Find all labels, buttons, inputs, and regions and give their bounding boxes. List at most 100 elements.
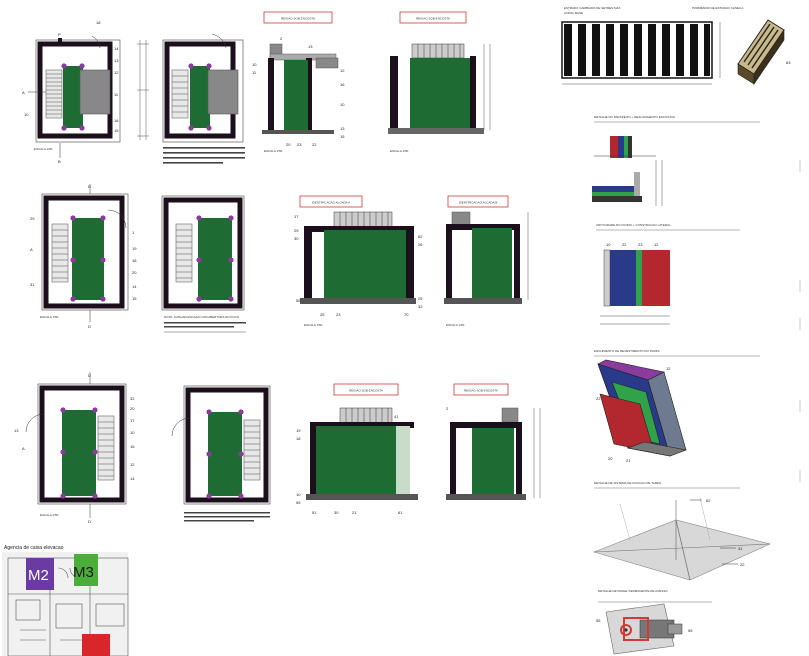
scale-label-f: ESCALA 1/50 bbox=[446, 323, 465, 327]
detail4-title: DETALHE DE SISTEMA DE FIXACAO DE TAMPA bbox=[594, 481, 661, 485]
section-title-c: IDENTIFICACAO ALCADA A bbox=[312, 201, 350, 205]
zone-m3 bbox=[74, 554, 98, 586]
plan-4-stair-left: NOTA: ALINHAR ESCADA COM ABERTURA DO POC… bbox=[161, 195, 246, 333]
dimension-line-vertical bbox=[137, 40, 149, 140]
callout-18c: 18 bbox=[296, 436, 301, 441]
key-m2-label: M2 bbox=[28, 567, 49, 584]
callout-a2: A bbox=[30, 247, 33, 252]
callout-62b: 62 bbox=[706, 498, 711, 503]
callout-19b: 19 bbox=[296, 428, 301, 433]
callout-29b: 29 bbox=[294, 228, 299, 233]
callout-61: 61 bbox=[398, 510, 403, 515]
callout-11: 11 bbox=[114, 92, 119, 97]
iso-title: PORMENOR DE ESTRADO CANECA bbox=[692, 6, 743, 10]
callout-11b: 11 bbox=[252, 70, 257, 75]
section-1-front: REGIAO SOB ENCOSTA ESCALA 1/50 bbox=[388, 11, 491, 153]
detail-isometric-layers: ENCHIMENTO DE REVESTIMENTO DO TAMPA 12 2… bbox=[594, 349, 760, 463]
detail5-title: DETALHE DE PAINEL PERMANENTE DE ACESSO bbox=[598, 589, 668, 593]
callout-62: 62 bbox=[418, 234, 423, 239]
callout-17: 17 bbox=[294, 214, 299, 219]
note-text-block bbox=[163, 147, 245, 164]
callout-32b: 32 bbox=[130, 396, 135, 401]
scale-label-b: ESCALA 1/50 bbox=[264, 149, 283, 153]
callout-10f: 10 bbox=[606, 242, 611, 247]
plan-2-stair-left bbox=[162, 33, 245, 164]
callout-d: D bbox=[88, 184, 91, 189]
section-2-front: IDENTIFICACAO ALCADA B ESCALA 1/50 bbox=[444, 195, 529, 327]
callout-18: 18 bbox=[96, 20, 101, 25]
callout-25: 25 bbox=[418, 296, 423, 301]
plan-5-stair-right: D D 13 A 32 20 17 10 16 12 14 ESCALA 1/5… bbox=[14, 372, 135, 524]
callout-63: 63 bbox=[786, 60, 791, 65]
detail3-title: ENCHIMENTO DE REVESTIMENTO DO TAMPA bbox=[594, 349, 660, 353]
callout-55c: 55 bbox=[596, 618, 601, 623]
scale-label-g: ESCALA 1/50 bbox=[40, 513, 59, 517]
callout-51: 51 bbox=[312, 510, 317, 515]
scale-label-d: ESCALA 1/50 bbox=[40, 315, 59, 319]
callout-14: 14 bbox=[114, 46, 119, 51]
callout-10b: 10 bbox=[252, 62, 257, 67]
callout-1: 1 bbox=[132, 230, 135, 235]
section-3-side: REGIAO SOB ENCOSTA 41 19 18 10 55 51 30 … bbox=[296, 383, 418, 515]
callout-31b: 31 bbox=[738, 546, 743, 551]
grate-isometric: PORMENOR DE ESTRADO CANECA 63 bbox=[692, 6, 791, 85]
callout-55b: 55 bbox=[296, 500, 301, 505]
callout-16: 16 bbox=[114, 118, 119, 123]
callout-13d: 13 bbox=[14, 428, 19, 433]
callout-21: 21 bbox=[352, 510, 357, 515]
callout-10e: 10 bbox=[296, 492, 301, 497]
callout-31: 31 bbox=[30, 282, 35, 287]
detail-parapet: DETALHE DO PARAPEITO + DESLIGAMENTO ENCO… bbox=[592, 115, 760, 206]
scale-label-e: ESCALA 1/50 bbox=[304, 323, 323, 327]
callout-15c: 15 bbox=[132, 296, 137, 301]
callout-12d: 12 bbox=[654, 242, 659, 247]
callout-23: 23 bbox=[297, 142, 302, 147]
callout-22d: 22 bbox=[740, 562, 745, 567]
callout-d4: D bbox=[88, 519, 91, 524]
callout-41: 41 bbox=[394, 414, 399, 419]
callout-29: 29 bbox=[30, 216, 35, 221]
key-plan: M2 M3 bbox=[2, 552, 129, 656]
callout-26: 26 bbox=[418, 242, 423, 247]
callout-a3: A bbox=[22, 446, 25, 451]
callout-b: B bbox=[58, 159, 61, 164]
callout-23b: 23 bbox=[336, 312, 341, 317]
callout-70: 70 bbox=[404, 312, 409, 317]
zone-m2 bbox=[26, 558, 54, 590]
callout-12b: 12 bbox=[340, 68, 345, 73]
door-panel bbox=[79, 69, 111, 115]
section-2-side: IDENTIFICACAO ALCADA A 17 29 30 62 26 25… bbox=[294, 195, 423, 327]
plan-1-stair-left: A B P 10 14 13 12 11 16 15 18 ESCALA 1/5… bbox=[22, 20, 121, 164]
callout-14c: 14 bbox=[130, 476, 135, 481]
callout-13b: 13 bbox=[340, 126, 345, 131]
key-m3-label: M3 bbox=[73, 564, 94, 581]
callout-10: 10 bbox=[24, 112, 29, 117]
section-title-b: REGIAO SOB ENCOSTA bbox=[416, 17, 450, 21]
callout-2b: 2 bbox=[446, 406, 449, 411]
detail2-title: CRITICIDADE DO FUNDO + CONSTRUCAO LATERA… bbox=[596, 223, 671, 227]
grate-top-plan: ESTRADO CAMBIADO DE SETRES MAX CORAL BAS… bbox=[561, 6, 721, 85]
callout-18b: 18 bbox=[132, 258, 137, 263]
callout-21b: 21 bbox=[626, 458, 631, 463]
callout-16c: 16 bbox=[130, 444, 135, 449]
callout-p: P bbox=[58, 32, 61, 37]
scale-label-c: ESCALA 1/50 bbox=[390, 149, 409, 153]
callout-15b: 15 bbox=[340, 134, 345, 139]
callout-55: 55 bbox=[296, 298, 301, 303]
section-title-e: REGIAO SOB ENCOSTA bbox=[349, 389, 383, 393]
callout-12e: 12 bbox=[666, 366, 671, 371]
detail-layers: CRITICIDADE DO FUNDO + CONSTRUCAO LATERA… bbox=[596, 223, 740, 325]
callout-32: 32 bbox=[418, 304, 423, 309]
key-plan-title: Agencia de caixa elevacao bbox=[4, 545, 64, 551]
callout-19: 19 bbox=[132, 246, 137, 251]
callout-22c: 22 bbox=[596, 396, 601, 401]
callout-13c: 13 bbox=[308, 44, 313, 49]
callout-14b: 14 bbox=[132, 284, 137, 289]
callout-22: 22 bbox=[312, 142, 317, 147]
callout-20c: 20 bbox=[130, 406, 135, 411]
grate-title: ESTRADO CAMBIADO DE SETRES MAX bbox=[564, 6, 621, 10]
callout-10d: 10 bbox=[130, 430, 135, 435]
shaft-green bbox=[63, 66, 83, 128]
callout-55d: 55 bbox=[688, 628, 693, 633]
